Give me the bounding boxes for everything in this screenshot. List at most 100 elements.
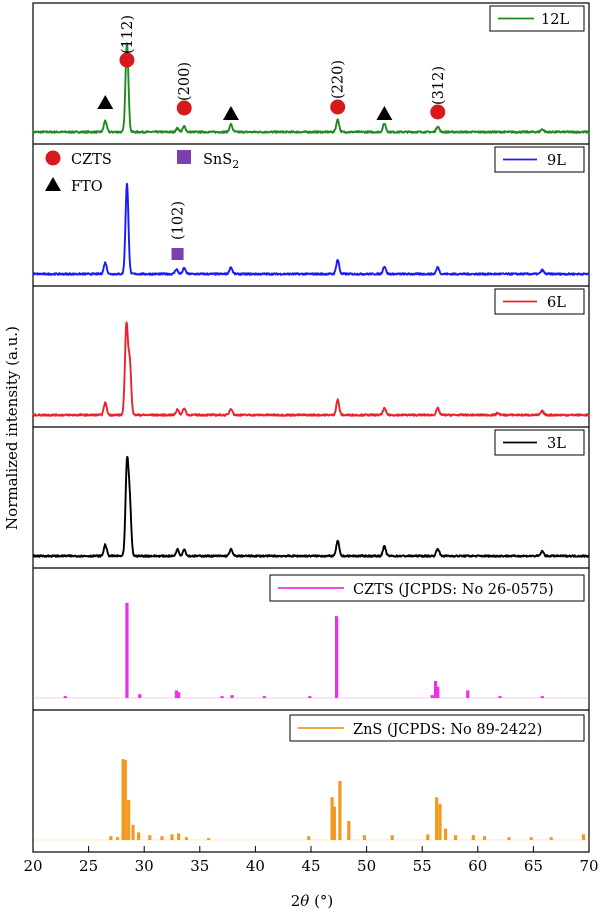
czts-peak-marker (176, 100, 192, 116)
reference-stick (438, 803, 442, 840)
reference-stick (540, 696, 544, 698)
reference-stick (160, 836, 164, 840)
reference-stick (529, 837, 533, 840)
x-tick-label: 65 (524, 857, 543, 875)
reference-stick (347, 820, 351, 840)
series-3l (32, 455, 590, 558)
reference-stick (581, 834, 586, 840)
reference-stick (207, 838, 211, 840)
series-12l (32, 42, 590, 134)
sns2-marker-icon (177, 150, 191, 164)
reference-stick (109, 836, 113, 840)
reference-stick (63, 696, 67, 698)
marker-legend-fto: FTO (71, 179, 103, 195)
reference-stick (177, 692, 181, 698)
reference-stick (137, 832, 141, 840)
reference-stick (453, 835, 458, 840)
series-9l (32, 182, 590, 276)
reference-stick (362, 835, 366, 840)
peak-label: (200) (177, 62, 193, 101)
legend-3l: 3L (494, 429, 585, 456)
series-zns-jcpds-no-89-2422- (33, 759, 589, 841)
series-line (32, 455, 590, 558)
legend-12l: 12L (489, 5, 585, 32)
reference-stick (435, 797, 439, 840)
fto-peak-marker (222, 106, 239, 120)
reference-stick (220, 696, 224, 698)
x-tick-label: 20 (23, 857, 42, 875)
reference-stick (338, 781, 342, 840)
reference-stick (170, 834, 174, 840)
reference-stick (125, 602, 129, 698)
czts-peak-marker (119, 52, 135, 68)
czts-marker-icon (45, 150, 61, 166)
reference-stick (123, 760, 127, 840)
reference-stick (230, 695, 234, 698)
series-line (32, 321, 590, 417)
reference-stick (184, 837, 189, 840)
reference-stick (330, 797, 334, 840)
reference-stick (127, 800, 131, 840)
series-czts-jcpds-no-26-0575- (33, 602, 589, 699)
x-tick-label: 55 (413, 857, 432, 875)
reference-stick (443, 828, 448, 840)
x-tick-label: 25 (79, 857, 98, 875)
reference-stick (390, 835, 394, 840)
x-tick-label: 35 (190, 857, 209, 875)
legend-label-12l: 12L (541, 12, 569, 28)
reference-stick (482, 836, 487, 840)
x-tick-label: 45 (301, 857, 320, 875)
legend-9l: 9L (494, 146, 585, 173)
fto-peak-marker (376, 106, 393, 120)
x-axis-title: 2θ (°) (291, 892, 334, 910)
reference-stick (471, 835, 475, 840)
legend-zns-ref: ZnS (JCPDS: No 89-2422) (289, 714, 585, 742)
reference-stick (549, 837, 553, 840)
reference-stick (426, 834, 430, 840)
legend-label-9l: 9L (547, 153, 566, 169)
phase-marker-legend: CZTS FTO SnS2 (45, 150, 239, 195)
marker-legend-czts: CZTS (71, 152, 112, 168)
marker-legend-sns2: SnS2 (203, 152, 239, 171)
fto-marker-icon (45, 177, 61, 191)
x-tick-label: 30 (135, 857, 154, 875)
reference-stick (115, 837, 120, 840)
legend-label-6l: 6L (547, 295, 566, 311)
reference-stick (307, 836, 311, 840)
reference-stick (177, 833, 181, 840)
y-axis-title: Normalized intensity (a.u.) (3, 326, 21, 530)
reference-stick (430, 695, 434, 698)
reference-stick (332, 806, 336, 840)
series-line (32, 182, 590, 276)
fto-peak-marker (97, 95, 114, 109)
x-tick-label: 60 (468, 857, 487, 875)
reference-stick (507, 837, 511, 840)
series-6l (32, 321, 590, 417)
x-tick-label: 50 (357, 857, 376, 875)
peak-label: (312) (431, 66, 447, 105)
reference-stick (174, 690, 179, 698)
reference-stick (262, 696, 266, 698)
x-tick-label: 70 (579, 857, 598, 875)
peak-label: (102) (171, 201, 187, 240)
reference-stick (138, 694, 142, 698)
legend-label-zns-ref: ZnS (JCPDS: No 89-2422) (353, 722, 542, 738)
legend-czts-ref: CZTS (JCPDS: No 26-0575) (269, 574, 585, 602)
reference-stick (334, 616, 339, 698)
reference-stick (436, 686, 440, 698)
peak-label: (220) (331, 60, 347, 99)
legend-label-3l: 3L (547, 436, 566, 452)
peak-label: (112) (120, 15, 136, 54)
reference-stick (433, 680, 438, 698)
reference-stick (466, 690, 470, 698)
series-layer (32, 42, 590, 841)
peak-annotations: (112) (200) (220) (312) (102) (97, 15, 447, 260)
reference-stick (121, 759, 125, 840)
czts-peak-marker (330, 99, 346, 115)
x-axis-ticks: 20 25 30 35 40 45 50 55 60 65 70 (23, 846, 599, 875)
reference-stick (308, 696, 312, 698)
legend-label-czts-ref: CZTS (JCPDS: No 26-0575) (353, 582, 554, 598)
series-line (32, 42, 590, 134)
marker-legend-sns2-sub: 2 (232, 158, 239, 171)
